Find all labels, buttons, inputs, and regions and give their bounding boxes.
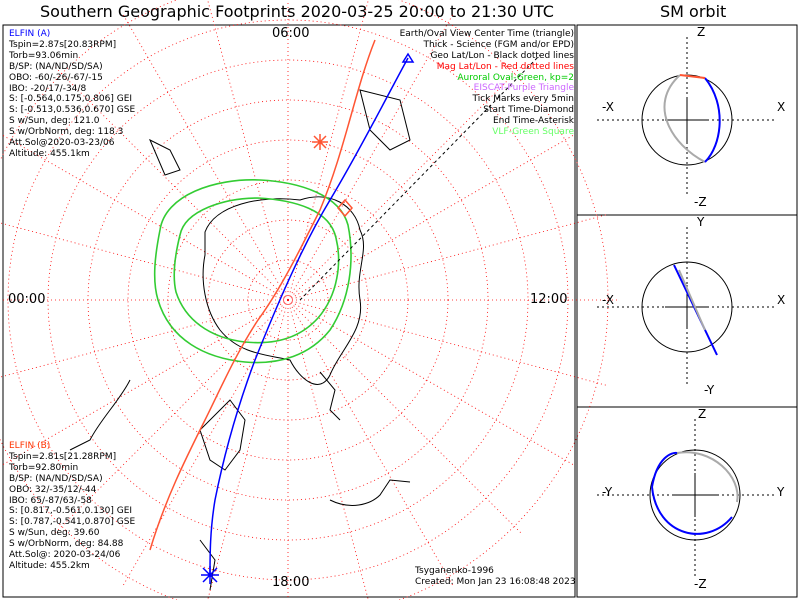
axis-left: -Y [602, 485, 613, 499]
sm-panel-xy: Y -Y -X X [577, 215, 800, 407]
legend-item: Mag Lat/Lon - Red dotted lines [436, 61, 574, 72]
elfin-b-markers [312, 134, 353, 218]
elfin-b-line: OBO: 32/-35/12/-44 [9, 484, 97, 495]
mag-lon-line [207, 0, 289, 301]
hour-label-bottom: 18:00 [272, 575, 310, 590]
legend-item: Thick - Science (FGM and/or EPD) [423, 39, 574, 50]
elfin-b-header: ELFIN (B) [9, 441, 51, 451]
elfin-a-line: S: [-0.513,0.536,0.670] GSE [9, 105, 136, 116]
mag-lon-line [287, 14, 454, 301]
axis-bottom: -Z [694, 577, 707, 591]
hour-label-right: 12:00 [530, 292, 568, 307]
mag-lon-line [287, 299, 454, 586]
elfin-a-line: S w/Sun, deg: 121.0 [9, 116, 100, 127]
coastlines [69, 89, 411, 591]
legend-item: Tick Marks every 5min [472, 94, 574, 105]
hour-label-left: 00:00 [8, 292, 46, 307]
mag-lon-line [0, 222, 289, 301]
elfin-a-line: IBO: -20/17/-34/8 [9, 83, 87, 94]
footer: Tsyganenko-1996 Created: Mon Jan 23 16:0… [415, 566, 576, 588]
legend-item: End Time-Asterisk [492, 116, 574, 127]
axis-top: Z [697, 25, 706, 39]
axis-right: X [777, 293, 786, 307]
mag-lon-line [0, 299, 289, 378]
elfin-a-header: ELFIN (A) [9, 29, 51, 39]
elfin-a-line: S w/OrbNorm, deg: 118.3 [9, 127, 124, 138]
elfin-b-line: B/SP: (NA/ND/SD/SA) [9, 473, 103, 484]
elfin-b-line: Att.Sol@: 2020-03-24/06 [9, 550, 121, 561]
sm-orbit-title: SM orbit [660, 2, 727, 21]
axis-right: X [777, 100, 786, 114]
mag-lon-line [287, 299, 607, 386]
elfin-b-line: S w/Sun, deg: 39.60 [9, 528, 100, 539]
elfin-a-markers [201, 52, 415, 584]
map-frame [2, 24, 576, 598]
legend-item: Start Time-Diamond [483, 105, 574, 116]
mag-lon-line [207, 299, 289, 600]
hour-label-top: 06:00 [272, 26, 310, 41]
mag-lon-line [2, 134, 289, 301]
mag-lon-line [287, 0, 369, 301]
elfin-b-line: S: [0.787,-0.541,0.870] GSE [9, 517, 136, 528]
created-timestamp: Created: Mon Jan 23 16:08:48 2023 [415, 576, 576, 587]
elfin-a-line: Torb=93.06min [9, 50, 79, 61]
mag-grid [0, 0, 618, 600]
elfin-a-line: OBO: -60/-26/-67/-15 [9, 72, 103, 83]
elfin-b-line: Torb=92.80min [9, 462, 79, 473]
mag-lon-line [287, 299, 574, 466]
elfin-b-line: S: [0.817,-0.561,0.130] GEI [9, 506, 133, 517]
mag-lon-line [122, 299, 289, 586]
legend-item: VLF-Green Square [492, 127, 574, 138]
elfin-a-line: Altitude: 455.1km [9, 148, 90, 159]
elfin-b-info: ELFIN (B) Tspin=2.81s[21.28RPM] Torb=92.… [9, 441, 135, 572]
sm-panel-yz: Z -Z -Y Y [577, 407, 800, 599]
legend-item: Geo Lat/Lon - Black dotted lines [430, 50, 574, 61]
auroral-oval [153, 179, 352, 364]
legend: Earth/Oval View Center Time (triangle) T… [400, 29, 574, 138]
legend-item: Earth/Oval View Center Time (triangle) [399, 29, 574, 39]
sm-panel-yz-frame [576, 406, 798, 598]
elfin-a-info: ELFIN (A) Tspin=2.87s[20.83RPM] Torb=93.… [9, 29, 135, 160]
sm-panel-xz: Z -Z -X X [577, 25, 800, 217]
axis-bottom: -Z [694, 195, 707, 209]
axis-right: Y [777, 485, 785, 499]
axis-top: Y [697, 215, 705, 229]
elfin-b-line: IBO: 65/-87/63/-58 [9, 495, 92, 506]
mag-lon-line [122, 14, 289, 301]
legend-item: Auroral Oval-Green, kp=2 [457, 72, 574, 83]
elfin-a-line: Att.Sol@2020-03-23/06 [9, 138, 115, 149]
mag-lon-line [287, 134, 574, 301]
elfin-b-line: S w/OrbNorm, deg: 84.88 [9, 539, 124, 550]
elfin-b-line: Tspin=2.81s[21.28RPM] [9, 451, 117, 462]
mag-lon-line [287, 214, 607, 301]
mag-lon-line [2, 299, 289, 466]
elfin-b-line: Altitude: 455.2km [9, 560, 90, 571]
plot-title: Southern Geographic Footprints 2020-03-2… [40, 2, 554, 21]
axis-left: -X [602, 293, 614, 307]
model-credit: Tsyganenko-1996 [415, 566, 494, 576]
mag-lon-line [287, 299, 522, 534]
axis-left: -X [602, 100, 614, 114]
elfin-a-track [209, 57, 409, 576]
mag-lon-line [287, 299, 369, 600]
elfin-a-line: B/SP: (NA/ND/SD/SA) [9, 61, 103, 72]
elfin-a-line: S: [-0.564,0.175,0.806] GEI [9, 94, 133, 105]
elfin-a-line: Tspin=2.87s[20.83RPM] [9, 39, 117, 50]
axis-top: Z [698, 407, 707, 421]
axis-bottom: -Y [704, 383, 715, 397]
legend-item: EISCAT-Purple Triangle [473, 83, 574, 94]
elfin-b-track [149, 39, 376, 551]
